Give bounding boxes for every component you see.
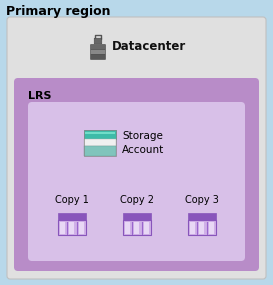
Bar	[69, 222, 74, 234]
FancyBboxPatch shape	[94, 38, 102, 44]
Bar	[209, 222, 214, 234]
Text: Copy 3: Copy 3	[185, 195, 219, 205]
Bar	[199, 222, 204, 234]
Bar	[85, 131, 115, 134]
Bar	[84, 130, 116, 139]
FancyBboxPatch shape	[14, 78, 259, 271]
FancyBboxPatch shape	[28, 102, 245, 261]
Bar	[123, 220, 151, 235]
Text: Datacenter: Datacenter	[112, 40, 186, 54]
Bar	[58, 213, 86, 220]
FancyBboxPatch shape	[91, 54, 105, 60]
Bar	[60, 222, 65, 234]
Bar	[84, 139, 116, 146]
Bar	[84, 146, 116, 156]
Bar	[58, 220, 86, 235]
Text: Copy 2: Copy 2	[120, 195, 154, 205]
Bar	[144, 222, 149, 234]
Bar	[134, 222, 139, 234]
FancyBboxPatch shape	[91, 44, 105, 50]
Bar	[79, 222, 84, 234]
Text: LRS: LRS	[28, 91, 52, 101]
Text: Copy 1: Copy 1	[55, 195, 89, 205]
Bar	[190, 222, 195, 234]
FancyBboxPatch shape	[91, 50, 105, 54]
Bar	[125, 222, 130, 234]
Text: Primary region: Primary region	[6, 5, 111, 17]
Bar	[188, 220, 216, 235]
Bar	[84, 130, 116, 156]
Bar	[123, 213, 151, 220]
Text: Storage
Account: Storage Account	[122, 131, 164, 154]
FancyBboxPatch shape	[7, 17, 266, 279]
Bar	[188, 213, 216, 220]
